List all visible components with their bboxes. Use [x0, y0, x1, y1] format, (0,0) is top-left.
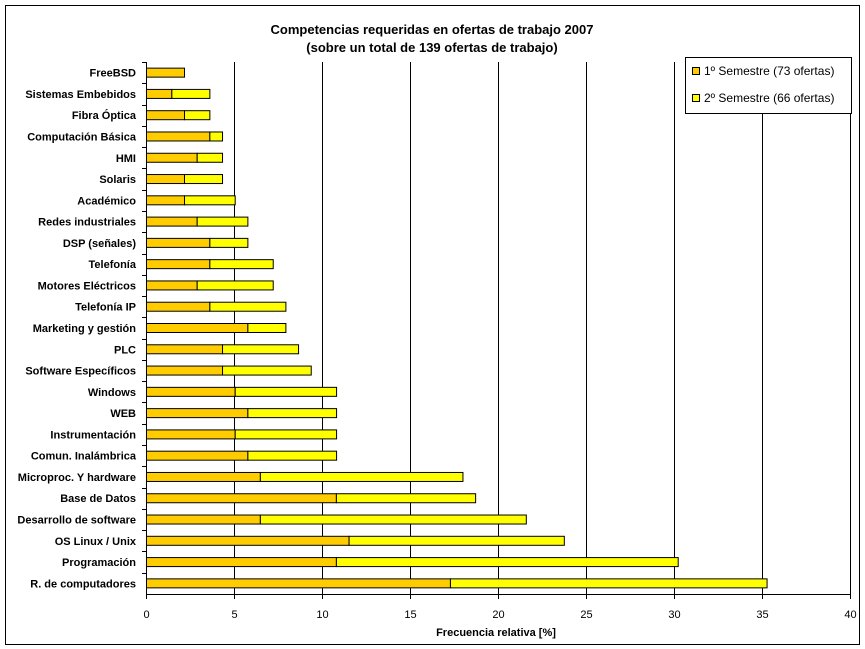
x-tick-label: 30 — [668, 609, 680, 621]
bar-series-2 — [234, 386, 338, 397]
category-label: Motores Eléctricos — [38, 280, 136, 292]
bar-series-1 — [146, 259, 211, 270]
legend-label-series-1: 1º Semestre (73 ofertas) — [704, 64, 834, 78]
bar-series-1 — [146, 152, 198, 163]
bar-series-1 — [146, 131, 211, 142]
legend-swatch-series-2 — [692, 94, 700, 102]
bar-series-2 — [196, 152, 224, 163]
bar-series-2 — [171, 88, 211, 99]
bar-series-1 — [146, 493, 337, 504]
legend: 1º Semestre (73 ofertas) 2º Semestre (66… — [685, 57, 852, 114]
bar-series-1 — [146, 237, 211, 248]
category-label: HMI — [116, 153, 136, 165]
legend-box — [685, 57, 852, 114]
bar-series-1 — [146, 195, 186, 206]
category-label: PLC — [114, 344, 136, 356]
category-label: Comun. Inalámbrica — [31, 451, 137, 463]
bar-series-1 — [146, 67, 186, 78]
category-label: Windows — [88, 387, 136, 399]
category-label: Computación Básica — [27, 131, 137, 143]
x-tick-label: 0 — [143, 609, 149, 621]
category-label: Redes industriales — [38, 217, 136, 229]
bar-series-2 — [247, 450, 338, 461]
bar-series-1 — [146, 88, 173, 99]
bar-series-1 — [146, 301, 211, 312]
x-tick-label: 5 — [231, 609, 237, 621]
bar-series-2 — [184, 174, 224, 185]
bar-series-2 — [247, 408, 338, 419]
bar-series-2 — [259, 471, 464, 482]
category-label: WEB — [110, 408, 136, 420]
legend-swatch-series-1 — [692, 67, 700, 75]
category-label: Solaris — [99, 174, 136, 186]
bar-series-2 — [335, 557, 679, 568]
x-tick-label: 25 — [580, 609, 592, 621]
bar-series-2 — [209, 237, 249, 248]
bar-series-2 — [259, 514, 527, 525]
bar-series-2 — [449, 578, 768, 589]
bar-series-2 — [184, 110, 211, 121]
x-tick-label: 15 — [404, 609, 416, 621]
category-label: Microproc. Y hardware — [18, 472, 136, 484]
bar-series-2 — [247, 323, 287, 333]
x-tick-label: 40 — [844, 609, 856, 621]
category-label: Fibra Óptica — [72, 109, 137, 122]
bar-series-1 — [146, 535, 350, 546]
chart-title-line-2: (sobre un total de 139 ofertas de trabaj… — [306, 40, 557, 55]
bar-series-2 — [209, 301, 287, 312]
category-label: Telefonía IP — [75, 302, 136, 314]
category-label: OS Linux / Unix — [55, 536, 137, 548]
category-label: DSP (señales) — [63, 238, 137, 250]
x-axis-label: Frecuencia relativa [%] — [436, 627, 556, 639]
category-label: Marketing y gestión — [33, 323, 137, 335]
bar-series-1 — [146, 344, 224, 355]
legend-label-series-2: 2º Semestre (66 ofertas) — [704, 91, 834, 105]
bar-series-2 — [222, 365, 312, 376]
category-label: Desarrollo de software — [17, 515, 136, 527]
bar-series-1 — [146, 557, 337, 568]
bar-series-1 — [146, 408, 249, 419]
chart-title-line-1: Competencias requeridas en ofertas de tr… — [271, 22, 594, 37]
bar-series-2 — [222, 344, 300, 355]
bar-series-1 — [146, 365, 224, 376]
category-label: FreeBSD — [90, 68, 137, 80]
category-label: Telefonía — [89, 259, 137, 271]
category-label: Instrumentación — [50, 429, 136, 441]
bar-series-1 — [146, 514, 261, 525]
bar-series-1 — [146, 578, 451, 589]
category-label: Académico — [77, 195, 136, 207]
category-label: Programación — [62, 557, 136, 569]
x-tick-label: 35 — [756, 609, 768, 621]
bar-series-1 — [146, 174, 186, 185]
category-label: Sistemas Embebidos — [25, 89, 136, 101]
category-label: Base de Datos — [60, 493, 136, 505]
bar-series-2 — [196, 216, 249, 227]
bar-series-2 — [184, 195, 236, 206]
bar-series-2 — [209, 259, 274, 270]
bar-series-1 — [146, 280, 198, 291]
bar-series-2 — [196, 280, 274, 291]
bar-series-1 — [146, 450, 249, 461]
bar-series-1 — [146, 471, 261, 482]
bar-series-1 — [146, 110, 186, 121]
bar-series-1 — [146, 429, 236, 440]
bar-series-1 — [146, 216, 198, 227]
x-tick-label: 10 — [316, 609, 328, 621]
bar-series-2 — [335, 493, 477, 504]
category-label: R. de computadores — [30, 578, 136, 590]
bar-series-2 — [348, 535, 565, 546]
x-tick-label: 20 — [492, 609, 504, 621]
bar-series-1 — [146, 386, 236, 397]
bar-series-1 — [146, 323, 249, 333]
category-label: Software Específicos — [25, 366, 136, 378]
bar-series-2 — [234, 429, 338, 440]
bar-series-2 — [209, 131, 224, 142]
